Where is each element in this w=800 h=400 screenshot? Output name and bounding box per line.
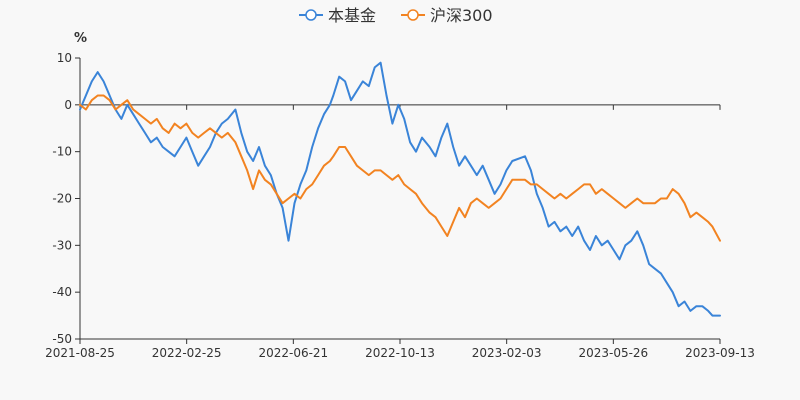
x-tick-label: 2023-02-03 [472,346,542,360]
y-tick-label: 10 [57,51,72,65]
x-tick-label: 2021-08-25 [45,346,115,360]
series-line-csi300 [79,94,721,242]
y-tick-label: -50 [52,332,72,346]
x-axis: 2021-08-25 2022-02-25 2022-06-21 2022-10-13… [45,104,755,360]
series-line-fund [79,61,721,317]
legend-item-fund[interactable]: 本基金 [299,6,376,25]
y-tick-label: -10 [52,145,72,159]
y-tick-label: -40 [52,285,72,299]
legend[interactable]: 本基金 沪深300 [299,6,493,25]
x-tick-label: 2022-10-13 [365,346,435,360]
y-axis-unit-label: % [74,31,87,46]
y-tick-label: 0 [64,98,72,112]
legend-item-csi300[interactable]: 沪深300 [401,6,493,25]
x-tick-label: 2022-02-25 [152,346,222,360]
legend-label: 沪深300 [430,6,493,25]
y-tick-label: -30 [52,238,72,252]
x-tick-label: 2022-06-21 [258,346,328,360]
legend-label: 本基金 [328,6,376,25]
legend-circle-marker [305,9,317,21]
x-tick-label: 2023-05-26 [578,346,648,360]
series-layer [79,61,721,317]
y-tick-label: -20 [52,192,72,206]
y-axis: 10 0 -10 -20 -30 -40 -50 [52,51,81,346]
x-tick-label: 2023-09-13 [685,346,755,360]
legend-circle-marker [407,9,419,21]
